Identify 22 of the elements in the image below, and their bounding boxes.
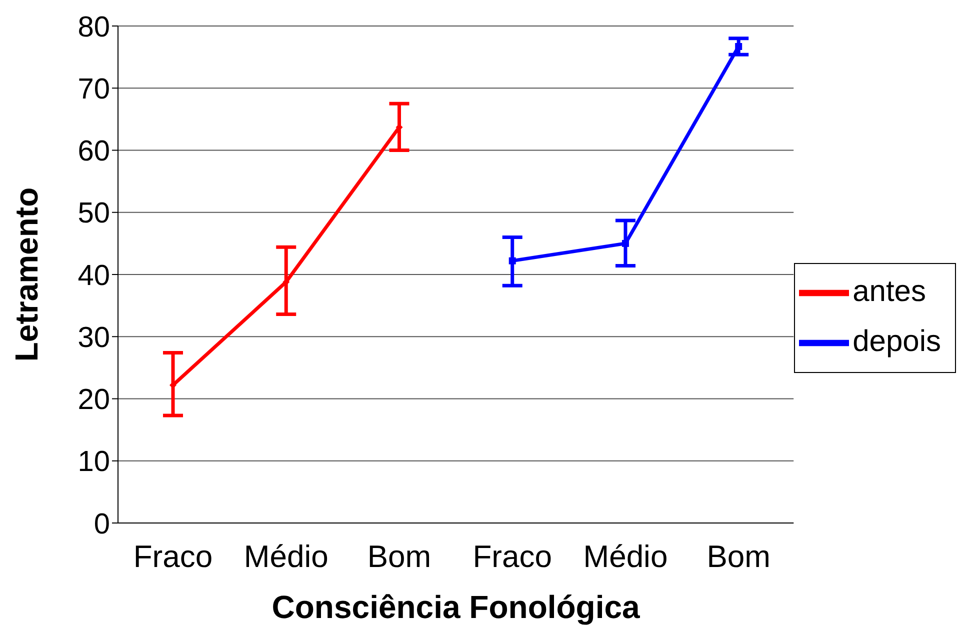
y-tick-label: 10 (78, 446, 110, 478)
x-tick-label: Médio (583, 539, 668, 574)
y-tick-label: 80 (78, 11, 110, 44)
y-tick-label: 60 (78, 136, 110, 168)
point (735, 43, 742, 50)
y-tick-label: 30 (78, 322, 110, 354)
x-tick-label: Médio (244, 539, 328, 574)
y-tick-label: 70 (78, 73, 110, 106)
y-tick-label: 20 (78, 384, 110, 416)
y-axis-title: Letramento (8, 187, 44, 362)
y-tick-label: 50 (78, 198, 110, 230)
legend-label: antes (852, 274, 926, 308)
point (622, 240, 629, 247)
x-tick-label: Bom (367, 539, 432, 574)
x-tick-label: Fraco (472, 539, 552, 574)
legend-label: depois (852, 324, 941, 358)
x-tick-label: Bom (706, 539, 770, 574)
y-tick-label: 0 (94, 508, 110, 540)
point (508, 257, 516, 264)
y-tick-label: 40 (78, 260, 110, 292)
x-tick-label: Fraco (133, 539, 213, 574)
x-axis-title: Consciência Fonológica (272, 589, 640, 625)
